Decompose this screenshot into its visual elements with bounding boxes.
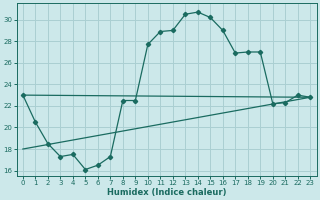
X-axis label: Humidex (Indice chaleur): Humidex (Indice chaleur) bbox=[107, 188, 226, 197]
